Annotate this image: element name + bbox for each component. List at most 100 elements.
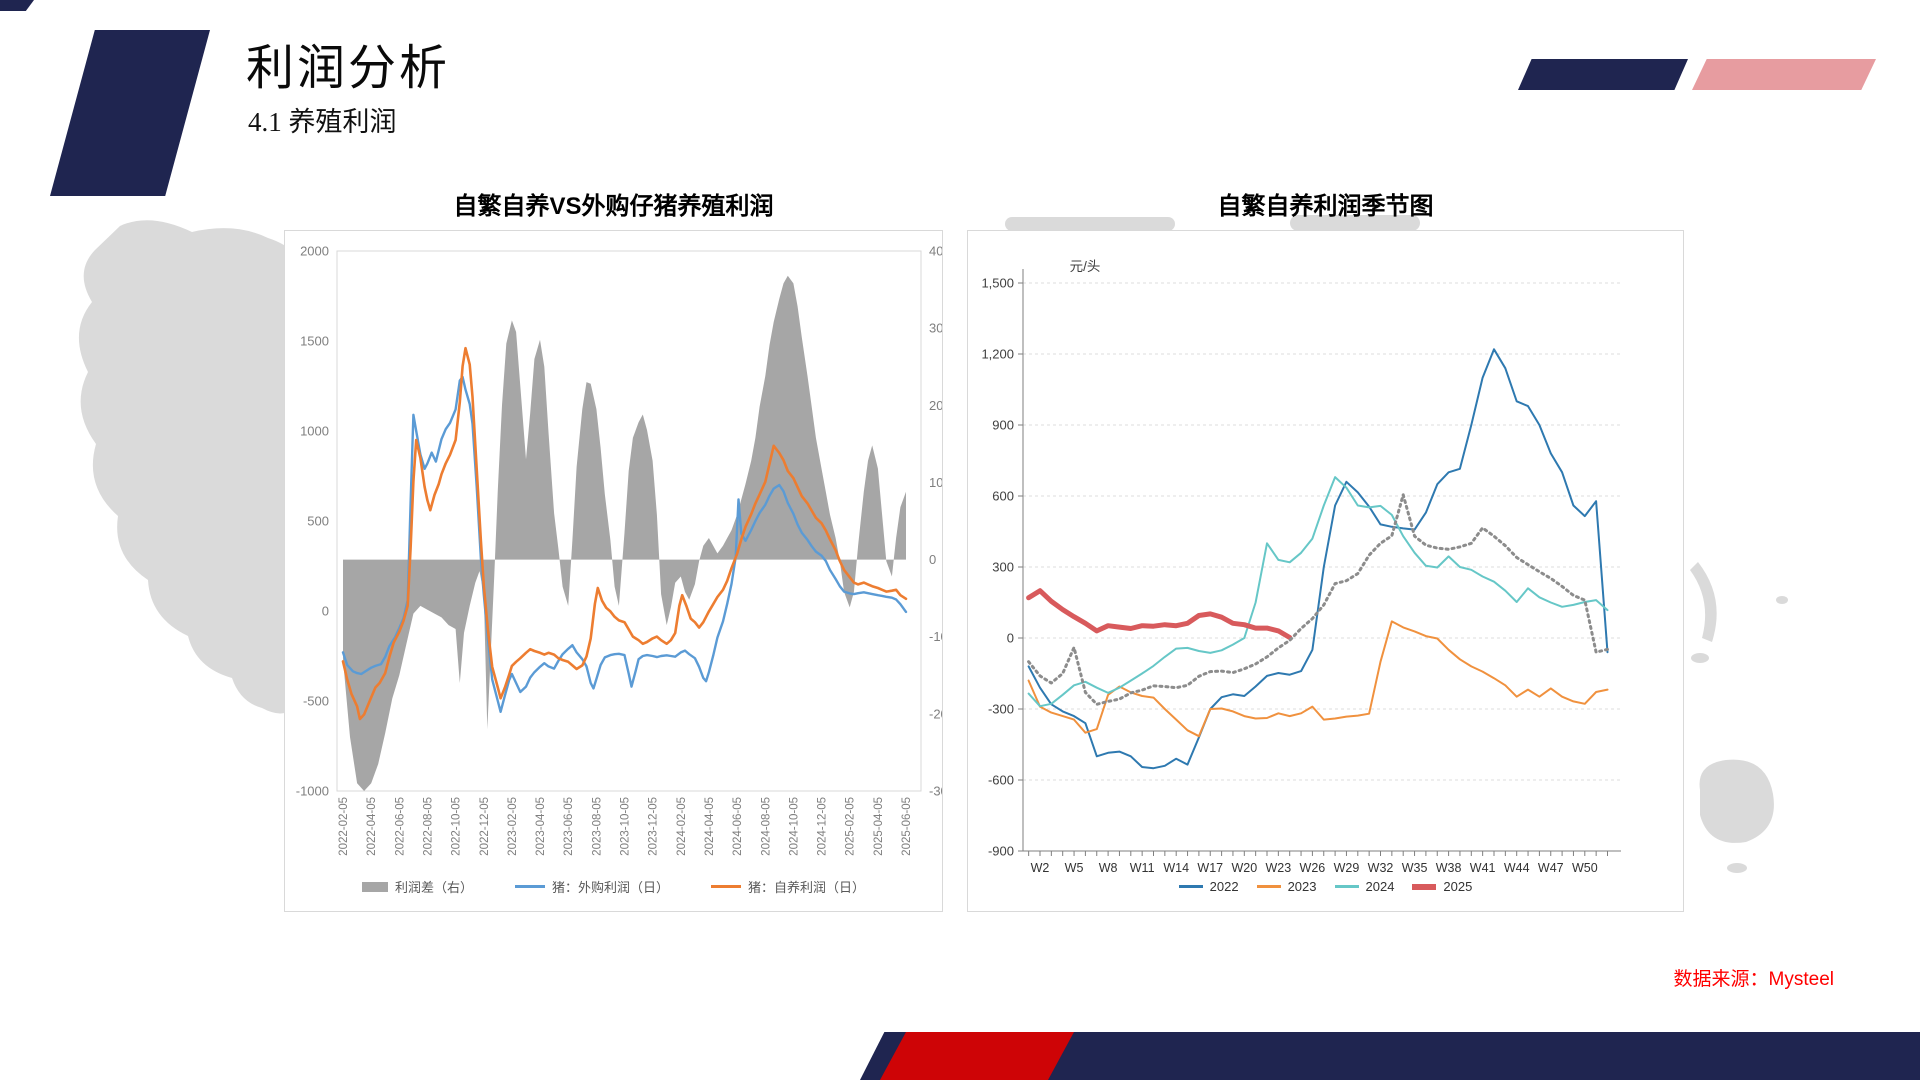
- axis-tick-label: 2023-02-05: [507, 797, 519, 856]
- axis-tick-label: 2000: [300, 244, 329, 259]
- axis-tick-label: W41: [1470, 861, 1496, 875]
- legend-label: 利润差（右）: [394, 880, 473, 895]
- map-sliver-1: [1005, 217, 1175, 231]
- legend-item-profit-diff: 利润差（右）: [361, 877, 473, 896]
- legend-swatch-line: [514, 885, 545, 888]
- legend-swatch-line: [1412, 883, 1437, 890]
- axis-tick-label: 1,200: [981, 347, 1014, 362]
- series-year-2024: [1027, 476, 1609, 708]
- legend-label: 2024: [1365, 879, 1395, 894]
- right-chart-card: 1,500 1,200 900 600 300 0 -300 -600 -900 W2 W5 W8 W1…: [967, 230, 1684, 912]
- axis-tick-label: -200: [929, 706, 942, 721]
- legend-item-year-2022: 2022: [1178, 879, 1239, 894]
- axis-tick-label: 2022-02-05: [338, 797, 350, 856]
- map-island-1: [1691, 653, 1709, 663]
- axis-tick-label: 2022-04-05: [366, 797, 378, 856]
- data-source-label: 数据来源：: [1673, 969, 1769, 990]
- axis-tick-label: -900: [988, 844, 1014, 859]
- axis-tick-label: W20: [1231, 861, 1257, 875]
- left-chart: 2000150010005000-500-10004003002001000-1…: [296, 244, 942, 856]
- axis-tick-label: 2025-04-05: [873, 797, 885, 856]
- series-self-breeding-profit: [341, 346, 908, 721]
- right-chart: 1,500 1,200 900 600 300 0 -300 -600 -900 W2 W5 W8 W1…: [981, 259, 1621, 875]
- axis-tick-label: W2: [1031, 861, 1050, 875]
- legend-item-purchased-piglet-profit: 猪：外购利润（日）: [514, 877, 669, 896]
- axis-tick-label: 900: [992, 418, 1014, 433]
- axis-tick-label: -500: [303, 694, 329, 709]
- axis-tick-label: 400: [929, 244, 942, 259]
- axis-tick-label: W17: [1197, 861, 1223, 875]
- axis-tick-label: 2024-02-05: [676, 797, 688, 856]
- page-subtitle: 4.1 养殖利润: [248, 107, 397, 137]
- axis-tick-label: -300: [929, 784, 942, 799]
- map-island-3: [1776, 596, 1788, 604]
- axis-tick-label: 2022-06-05: [394, 797, 406, 856]
- legend-item-year-2024: 2024: [1334, 879, 1395, 894]
- axis-tick-label: -1000: [296, 784, 329, 799]
- axis-tick-label: 0: [1007, 631, 1014, 646]
- axis-tick-label: 2024-12-05: [817, 797, 829, 856]
- axis-tick-label: W35: [1402, 861, 1428, 875]
- axis-tick-label: 2023-12-05: [648, 797, 660, 856]
- axis-tick-label: 2022-10-05: [451, 797, 463, 856]
- axis-tick-label: W38: [1436, 861, 1462, 875]
- legend-label: 2022: [1209, 879, 1239, 894]
- data-source-value: Mysteel: [1768, 969, 1834, 990]
- left-chart-legend: 利润差（右） 猪：外购利润（日） 猪：自养利润（日）: [285, 877, 942, 896]
- axis-tick-label: 200: [929, 398, 942, 413]
- legend-item-self-breeding-profit: 猪：自养利润（日）: [711, 877, 865, 896]
- header-accent-bar-navy: [1518, 59, 1688, 90]
- axis-tick-label: 2024-08-05: [760, 797, 772, 856]
- map-swoosh: [1690, 562, 1717, 642]
- axis-tick-label: 0: [929, 552, 936, 567]
- axis-tick-label: 2024-10-05: [788, 797, 800, 856]
- axis-tick-label: W8: [1099, 861, 1118, 875]
- axis-tick-label: 2025-06-05: [901, 797, 913, 856]
- axis-tick-label: W47: [1538, 861, 1564, 875]
- legend-label: 猪：外购利润（日）: [551, 880, 669, 895]
- axis-tick-label: 500: [307, 514, 329, 529]
- y-axis-unit-label: 元/头: [1070, 259, 1101, 274]
- right-chart-title: 自繁自养利润季节图: [1217, 193, 1434, 220]
- axis-tick-label: 2022-08-05: [422, 797, 434, 856]
- legend-swatch-bar: [361, 881, 388, 892]
- axis-tick-label: 1000: [300, 424, 329, 439]
- axis-tick-label: W26: [1300, 861, 1326, 875]
- plot-border: [336, 250, 922, 792]
- axis-tick-label: -600: [988, 773, 1014, 788]
- axis-tick-label: 2023-06-05: [563, 797, 575, 856]
- series-profit-diff: [343, 275, 906, 791]
- axis-tick-label: 1500: [300, 334, 329, 349]
- axis-tick-label: W29: [1334, 861, 1360, 875]
- axis-tick-label: 2023-04-05: [535, 797, 547, 856]
- map-island-2: [1727, 863, 1747, 873]
- axis-tick-label: W23: [1265, 861, 1291, 875]
- axis-tick-label: 0: [322, 604, 329, 619]
- header-accent-bar-pink: [1692, 59, 1876, 90]
- data-source-note: 数据来源：Mysteel: [1674, 964, 1834, 991]
- axis-tick-label: -300: [988, 702, 1014, 717]
- map-sliver-2: [1290, 215, 1420, 231]
- axis-tick-label: W11: [1130, 861, 1155, 875]
- axis-tick-label: 2022-12-05: [479, 797, 491, 856]
- axis-tick-label: 2024-04-05: [704, 797, 716, 856]
- axis-tick-label: 2025-02-05: [845, 797, 857, 856]
- series-purchased-piglet-profit: [341, 375, 908, 713]
- map-island-australia: [1699, 759, 1774, 843]
- series-year-2025: [1026, 588, 1293, 640]
- axis-tick-label: 1,500: [981, 276, 1014, 291]
- axis-tick-label: 2023-08-05: [591, 797, 603, 856]
- legend-label: 猪：自养利润（日）: [748, 880, 866, 895]
- legend-item-year-2023: 2023: [1256, 879, 1317, 894]
- legend-label: 2023: [1287, 879, 1317, 894]
- page-title: 利润分析: [246, 42, 451, 95]
- axis-tick-label: W5: [1065, 861, 1084, 875]
- series-dotted-reference: [1027, 493, 1609, 706]
- legend-label: 2025: [1443, 879, 1473, 894]
- legend-swatch-line: [711, 885, 741, 888]
- axis-tick-label: 300: [992, 560, 1014, 575]
- axis-tick-label: -100: [929, 629, 942, 644]
- legend-item-year-2025: 2025: [1412, 879, 1472, 894]
